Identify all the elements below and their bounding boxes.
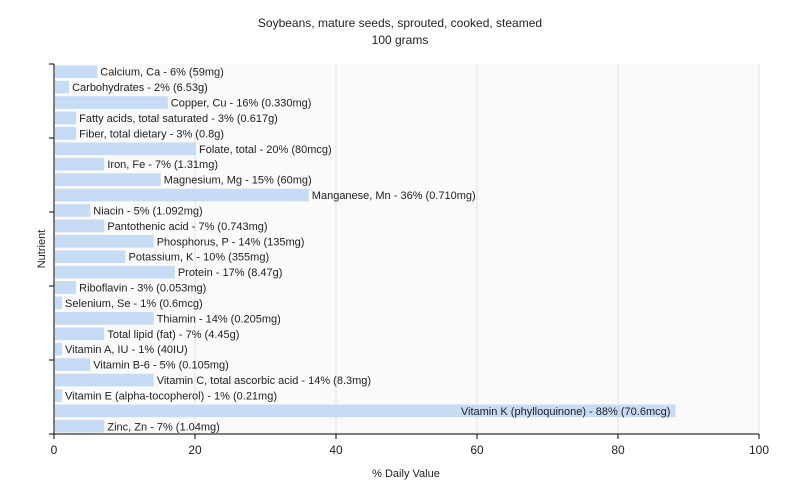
bar [55,358,91,371]
bar [55,404,676,418]
gridlines [194,64,760,434]
bar-label: Vitamin K (phylloquinone) - 88% (70.6mcg… [461,406,671,418]
bar [55,219,105,233]
bar [55,234,154,248]
bar [55,80,70,94]
bar-label: Potassium, K - 10% (355mg) [129,252,270,264]
chart-title: Soybeans, mature seeds, sprouted, cooked… [258,16,542,30]
chart-subtitle: 100 grams [372,33,429,47]
bar-label: Manganese, Mn - 36% (0.710mg) [312,190,476,202]
bar-label: Protein - 17% (8.47g) [178,267,283,279]
x-tick-label: 60 [470,443,484,457]
bar-label: Vitamin B-6 - 5% (0.105mg) [93,360,229,372]
bars: Calcium, Ca - 6% (59mg) Carbohydrates - 2… [55,65,676,433]
bar [55,342,63,356]
bar [55,173,161,186]
bar [55,96,168,109]
bar-label: Copper, Cu - 16% (0.330mg) [171,98,312,110]
bar [55,389,63,402]
bar-label: Folate, total - 20% (80mcg) [199,144,332,156]
bar [55,296,63,310]
bar-label: Phosphorus, P - 14% (135mg) [157,236,305,248]
bar-label: Carbohydrates - 2% (6.53g) [72,82,208,94]
bar [55,127,77,140]
bar-label: Vitamin E (alpha-tocopherol) - 1% (0.21m… [65,390,277,402]
bar-label: Total lipid (fat) - 7% (4.45g) [107,329,239,341]
bar [55,142,196,156]
bar [55,265,175,279]
bar [55,281,77,294]
bar-label: Vitamin A, IU - 1% (40IU) [65,344,188,356]
bar-label: Selenium, Se - 1% (0.6mcg) [65,298,203,310]
bar [55,312,154,325]
x-axis-label: % Daily Value [372,468,440,480]
bar-label: Vitamin C, total ascorbic acid - 14% (8.… [157,375,371,387]
bar-label: Thiamin - 14% (0.205mg) [157,313,281,325]
bar [55,327,105,341]
bar [55,419,105,433]
x-tick-label: 80 [611,443,625,457]
bar [55,373,154,387]
bar [55,65,98,79]
x-tick-labels: 0 20 40 60 80 100 [51,443,770,457]
bar-label: Niacin - 5% (1.092mg) [93,205,202,217]
bar-label: Riboflavin - 3% (0.053mg) [79,283,206,295]
y-axis-label: Nutrient [36,230,48,269]
x-tick-label: 40 [329,443,343,457]
bar-label: Fatty acids, total saturated - 3% (0.617… [79,113,278,125]
bar [55,250,126,264]
bar [55,188,309,202]
bar-label: Fiber, total dietary - 3% (0.8g) [79,128,224,140]
bar [55,157,105,171]
x-tick-label: 100 [749,443,769,457]
x-tick-label: 0 [51,443,58,457]
plot-area [54,64,759,434]
x-tick-label: 20 [188,443,202,457]
bar [55,204,91,217]
axes [49,63,760,439]
bar-label: Pantothenic acid - 7% (0.743mg) [107,221,267,233]
bar-label: Zinc, Zn - 7% (1.04mg) [107,421,219,433]
bar-label: Iron, Fe - 7% (1.31mg) [107,159,218,171]
bar [55,111,77,125]
bar-label: Magnesium, Mg - 15% (60mg) [164,175,312,187]
bar-label: Calcium, Ca - 6% (59mg) [100,67,223,79]
